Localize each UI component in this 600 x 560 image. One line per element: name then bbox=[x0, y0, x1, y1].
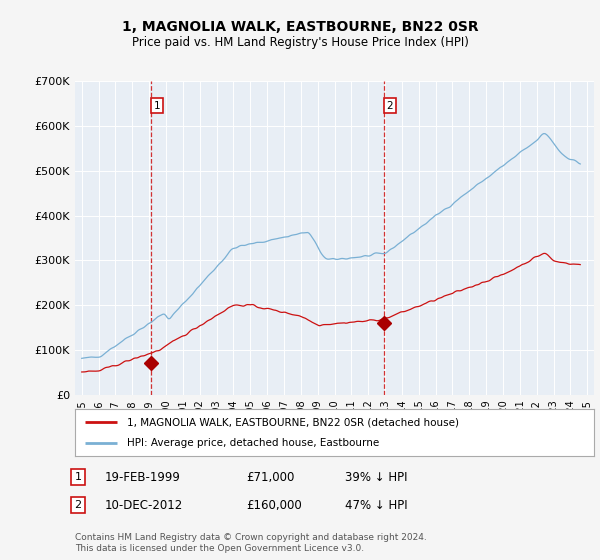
Text: 1, MAGNOLIA WALK, EASTBOURNE, BN22 0SR: 1, MAGNOLIA WALK, EASTBOURNE, BN22 0SR bbox=[122, 20, 478, 34]
Text: Price paid vs. HM Land Registry's House Price Index (HPI): Price paid vs. HM Land Registry's House … bbox=[131, 36, 469, 49]
Text: 2: 2 bbox=[74, 500, 82, 510]
Text: Contains HM Land Registry data © Crown copyright and database right 2024.
This d: Contains HM Land Registry data © Crown c… bbox=[75, 533, 427, 553]
Text: 39% ↓ HPI: 39% ↓ HPI bbox=[345, 470, 407, 484]
Text: 10-DEC-2012: 10-DEC-2012 bbox=[105, 498, 183, 512]
Text: HPI: Average price, detached house, Eastbourne: HPI: Average price, detached house, East… bbox=[127, 438, 379, 448]
Text: £160,000: £160,000 bbox=[246, 498, 302, 512]
Text: £71,000: £71,000 bbox=[246, 470, 295, 484]
Text: 1, MAGNOLIA WALK, EASTBOURNE, BN22 0SR (detached house): 1, MAGNOLIA WALK, EASTBOURNE, BN22 0SR (… bbox=[127, 417, 459, 427]
Text: 47% ↓ HPI: 47% ↓ HPI bbox=[345, 498, 407, 512]
Text: 19-FEB-1999: 19-FEB-1999 bbox=[105, 470, 181, 484]
Text: 1: 1 bbox=[154, 101, 160, 111]
Text: 2: 2 bbox=[386, 101, 393, 111]
Text: 1: 1 bbox=[74, 472, 82, 482]
